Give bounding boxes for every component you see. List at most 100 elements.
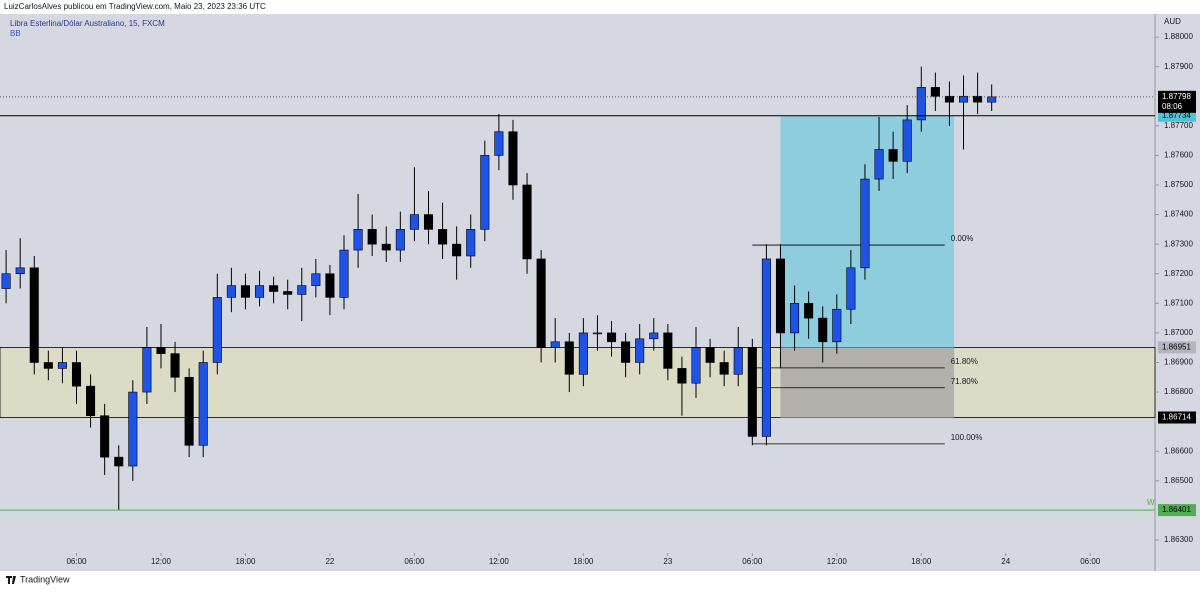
candle-body xyxy=(269,285,279,292)
last-price-label: 1.87798 xyxy=(1162,92,1191,101)
price-badge-label: 1.86714 xyxy=(1162,413,1191,422)
candle-body xyxy=(987,96,997,103)
indicator: BB xyxy=(10,29,21,38)
price-line-tag: W xyxy=(1147,498,1155,507)
candle-body xyxy=(775,258,786,334)
candle-body xyxy=(438,229,448,245)
candle-body xyxy=(156,347,166,354)
candle-body xyxy=(902,119,912,162)
candle-body xyxy=(198,362,208,446)
candle-body xyxy=(86,385,96,417)
y-tick-label: 1.87200 xyxy=(1164,269,1193,278)
x-tick-label: 12:00 xyxy=(827,557,848,566)
candle-body xyxy=(212,297,222,363)
candle-body xyxy=(57,362,67,369)
candle-body xyxy=(466,229,476,257)
candle-body xyxy=(635,338,645,363)
candle-body xyxy=(888,149,898,162)
last-price-bg xyxy=(1158,90,1196,113)
candle-body xyxy=(283,291,293,295)
fib-label: 61.80% xyxy=(951,357,978,366)
candle-body xyxy=(409,214,419,230)
candle-body xyxy=(353,229,363,251)
candle-body xyxy=(128,391,138,467)
candle-body xyxy=(691,347,701,384)
y-tick-label: 1.86600 xyxy=(1164,446,1193,455)
x-tick-label: 18:00 xyxy=(235,557,256,566)
candle-body xyxy=(550,341,560,348)
y-tick-label: 1.88000 xyxy=(1164,32,1193,41)
candle-body xyxy=(761,258,771,437)
publisher: LuizCarlosAlves publicou em TradingView.… xyxy=(4,2,266,11)
candle-body xyxy=(29,267,39,363)
candle-body xyxy=(747,347,757,437)
currency: AUD xyxy=(1164,17,1181,26)
y-tick-label: 1.86300 xyxy=(1164,535,1193,544)
candle-body xyxy=(339,249,349,298)
x-tick-label: 06:00 xyxy=(404,557,425,566)
candle-body xyxy=(367,229,377,245)
candle-body xyxy=(255,285,265,298)
candle-body xyxy=(621,341,631,363)
x-tick-label: 23 xyxy=(663,557,672,566)
price-badge xyxy=(1158,411,1196,424)
y-tick-label: 1.86500 xyxy=(1164,476,1193,485)
candle-body xyxy=(804,303,814,319)
candle-body xyxy=(958,95,969,103)
fib-label: 0.00% xyxy=(951,234,974,243)
candle-body xyxy=(705,347,715,363)
candle-body xyxy=(43,362,53,369)
candle-body xyxy=(677,368,687,384)
candle-body xyxy=(226,285,236,298)
candle-body xyxy=(536,258,546,348)
candle-body xyxy=(874,149,884,180)
candle-body xyxy=(818,317,828,343)
y-tick-label: 1.87500 xyxy=(1164,180,1193,189)
candle-body xyxy=(733,347,743,375)
candle-body xyxy=(325,273,335,298)
candle-body xyxy=(790,303,800,334)
y-tick-label: 1.86800 xyxy=(1164,387,1193,396)
x-tick-label: 12:00 xyxy=(151,557,172,566)
candle-body xyxy=(649,332,659,340)
price-badge xyxy=(1158,504,1196,517)
candle-body xyxy=(944,95,954,103)
candle-body xyxy=(142,347,152,393)
logo xyxy=(6,576,16,584)
candle-body xyxy=(832,308,842,343)
price-badge xyxy=(1158,341,1196,354)
candle-body xyxy=(973,95,983,103)
price-badge-label: 1.86401 xyxy=(1162,505,1191,514)
candle-body xyxy=(508,131,518,186)
candle-body xyxy=(240,285,250,298)
candle-body xyxy=(1,273,11,289)
fib-label: 71.80% xyxy=(951,377,978,386)
y-tick-label: 1.87300 xyxy=(1164,239,1193,248)
y-tick-label: 1.87600 xyxy=(1164,151,1193,160)
candle-body xyxy=(592,332,602,335)
y-tick-label: 1.87900 xyxy=(1164,62,1193,71)
countdown: 08:06 xyxy=(1162,102,1183,111)
candle-body xyxy=(100,415,110,458)
y-tick-label: 1.87700 xyxy=(1164,121,1193,130)
plot-area xyxy=(0,14,1155,553)
candle-body xyxy=(184,376,194,446)
fib-label: 100.00% xyxy=(951,433,983,442)
candle-body xyxy=(930,87,940,97)
candle-body xyxy=(311,273,321,286)
candle-body xyxy=(916,87,926,121)
y-tick-label: 1.86900 xyxy=(1164,358,1193,367)
candle-body xyxy=(522,184,532,260)
candle-body xyxy=(71,362,82,387)
candle-body xyxy=(719,362,729,375)
symbol-title: Libra Esterlina/Dólar Australiano, 15, F… xyxy=(10,19,165,28)
candle-body xyxy=(15,267,25,275)
x-tick-label: 18:00 xyxy=(573,557,594,566)
candle-body xyxy=(297,285,307,295)
x-tick-label: 12:00 xyxy=(489,557,510,566)
candle-body xyxy=(381,243,391,251)
candle-body xyxy=(114,456,124,467)
x-tick-label: 22 xyxy=(325,557,334,566)
x-tick-label: 06:00 xyxy=(742,557,763,566)
